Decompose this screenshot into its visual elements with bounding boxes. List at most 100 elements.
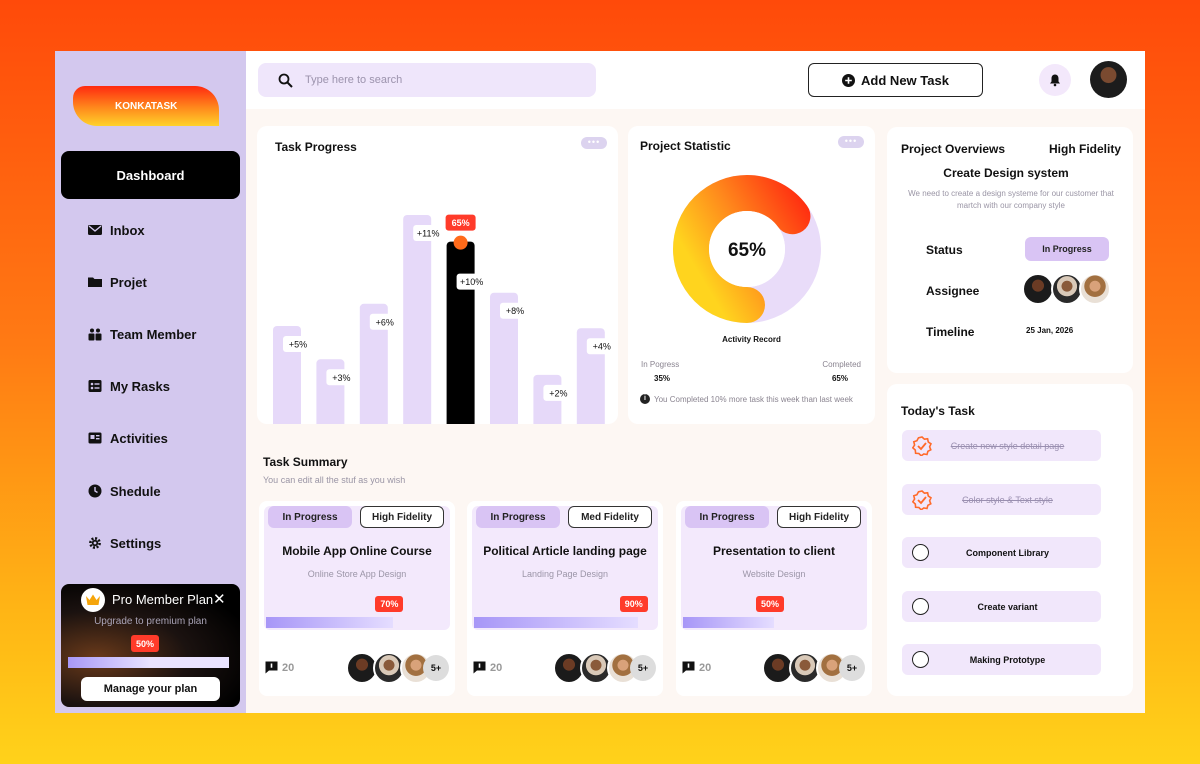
sidebar-item-my-rasks[interactable]: My Rasks — [88, 376, 170, 396]
status-label: Status — [926, 243, 963, 257]
todo-item[interactable]: Making Prototype — [902, 644, 1101, 675]
todays-task-card: Today's Task Create new style detail pag… — [887, 384, 1133, 696]
comments-count[interactable]: 20 — [682, 661, 711, 674]
bar-data-label: +2% — [549, 388, 567, 398]
chart-bar[interactable] — [403, 215, 432, 424]
todo-label: Create variant — [977, 601, 1038, 612]
donut-progress-arc — [673, 175, 821, 323]
overview-fidelity: High Fidelity — [1049, 142, 1121, 156]
progress-badge: 70% — [375, 596, 404, 612]
avatar[interactable] — [1022, 273, 1054, 305]
promo-progress-badge: 50% — [131, 635, 159, 652]
manage-plan-button[interactable]: Manage your plan — [81, 677, 220, 701]
bar-data-label-bg — [283, 336, 313, 352]
task-summary-subtitle: You can edit all the stuf as you wish — [263, 475, 406, 485]
bar-data-label-bg — [543, 384, 574, 401]
timeline-label: Timeline — [926, 325, 975, 339]
highlight-badge: 65% — [452, 218, 470, 228]
sidebar-item-projet[interactable]: Projet — [88, 272, 147, 292]
clock-icon — [88, 484, 102, 498]
comment-icon — [682, 661, 695, 674]
project-statistic-card: Project Statistic ••• 65% Activity Recor… — [628, 126, 875, 424]
bar-data-label-bg — [326, 369, 357, 386]
pro-member-plan-card: Pro Member Plan ✕ Upgrade to premium pla… — [61, 584, 240, 707]
gear-icon — [89, 537, 101, 549]
comments-value: 20 — [490, 661, 503, 674]
add-new-task-button[interactable]: Add New Task — [808, 63, 983, 97]
plus-circle-icon — [842, 73, 856, 87]
info-icon: i — [640, 394, 650, 404]
search-input[interactable] — [305, 74, 565, 86]
bar-data-label: +4% — [593, 342, 611, 352]
donut-percent: 65% — [728, 240, 766, 261]
bar-data-label: +10% — [460, 277, 483, 287]
todo-label: Create new style detail page — [950, 440, 1065, 451]
unchecked-circle-icon[interactable] — [912, 651, 929, 668]
project-overview-card: Project Overviews High Fidelity Create D… — [887, 127, 1133, 373]
comments-value: 20 — [699, 661, 712, 674]
sidebar-item-label: My Rasks — [110, 378, 170, 394]
comment-icon — [473, 661, 486, 674]
overview-description: We need to create a design systeme for o… — [908, 189, 1114, 210]
unchecked-circle-icon[interactable] — [912, 544, 929, 561]
task-card-body: In Progress High Fidelity Presentation t… — [681, 506, 867, 630]
promo-progress-fill — [68, 657, 149, 668]
sidebar-item-shedule[interactable]: Shedule — [88, 481, 161, 501]
todo-item[interactable]: Color style & Text style — [902, 484, 1101, 515]
unchecked-circle-icon[interactable] — [912, 598, 929, 615]
sidebar-item-settings[interactable]: Settings — [88, 533, 161, 553]
sidebar-item-team-member[interactable]: Team Member — [88, 324, 196, 344]
more-options-icon[interactable]: ••• — [838, 136, 864, 148]
more-assignees-badge[interactable]: 5+ — [839, 655, 865, 681]
todo-item[interactable]: Component Library — [902, 537, 1101, 568]
sidebar-item-activities[interactable]: Activities — [88, 428, 168, 448]
comments-value: 20 — [282, 661, 295, 674]
avatar[interactable] — [1079, 273, 1111, 305]
task-summary-card[interactable]: In Progress Med Fidelity Political Artic… — [467, 501, 663, 696]
folder-icon — [88, 277, 102, 287]
chart-bar[interactable] — [359, 303, 388, 424]
chart-bar[interactable] — [316, 359, 345, 424]
bar-data-label: +3% — [332, 373, 350, 383]
task-summary-card[interactable]: In Progress High Fidelity Mobile App Onl… — [259, 501, 455, 696]
bar-data-label: +8% — [506, 306, 524, 316]
task-card-body: In Progress Med Fidelity Political Artic… — [472, 506, 658, 630]
comment-icon — [265, 661, 278, 674]
status-badge[interactable]: In Progress — [1025, 237, 1109, 261]
sidebar-item-dashboard[interactable]: Dashboard — [61, 151, 240, 199]
task-card-title: Mobile App Online Course — [282, 544, 432, 558]
chart-bar[interactable] — [490, 292, 518, 424]
task-card-title: Political Article landing page — [483, 544, 647, 558]
task-summary-card[interactable]: In Progress High Fidelity Presentation t… — [676, 501, 872, 696]
close-icon[interactable]: ✕ — [213, 591, 226, 608]
task-summary-title: Task Summary — [263, 455, 348, 469]
bar-data-label-bg — [413, 225, 444, 241]
mail-icon — [88, 225, 102, 235]
more-options-icon[interactable]: ••• — [581, 137, 607, 149]
more-assignees-badge[interactable]: 5+ — [423, 655, 449, 681]
sidebar-item-inbox[interactable]: Inbox — [88, 220, 145, 240]
comments-count[interactable]: 20 — [265, 661, 294, 674]
user-avatar[interactable] — [1090, 61, 1127, 98]
progress-badge: 90% — [619, 596, 648, 612]
todo-item[interactable]: Create new style detail page — [902, 430, 1101, 461]
team-icon — [88, 328, 102, 341]
comments-count[interactable]: 20 — [473, 661, 502, 674]
overview-title: Project Overviews — [901, 142, 1006, 156]
sidebar-item-label: Settings — [110, 535, 162, 551]
more-assignees-badge[interactable]: 5+ — [630, 655, 656, 681]
todays-task-title: Today's Task — [901, 404, 975, 418]
task-progress-card: Task Progress ••• +5%8 Jan+3%9 Jan+6%10 … — [257, 126, 618, 424]
completed-value: 65% — [831, 374, 848, 383]
todo-item[interactable]: Create variant — [902, 591, 1101, 622]
avatar[interactable] — [762, 652, 794, 684]
chart-bar[interactable] — [446, 241, 475, 424]
promo-subtitle: Upgrade to premium plan — [94, 616, 207, 627]
search-bar[interactable] — [258, 63, 596, 97]
app-logo[interactable]: KONKATASK — [73, 86, 219, 126]
todo-label: Making Prototype — [969, 654, 1046, 665]
notification-bell-icon[interactable] — [1039, 64, 1071, 96]
sidebar-item-label: Activities — [110, 430, 168, 446]
avatar[interactable] — [553, 652, 585, 684]
task-progress-chart: +5%8 Jan+3%9 Jan+6%10 Jan+11%11 Jan+10%1… — [273, 214, 617, 424]
